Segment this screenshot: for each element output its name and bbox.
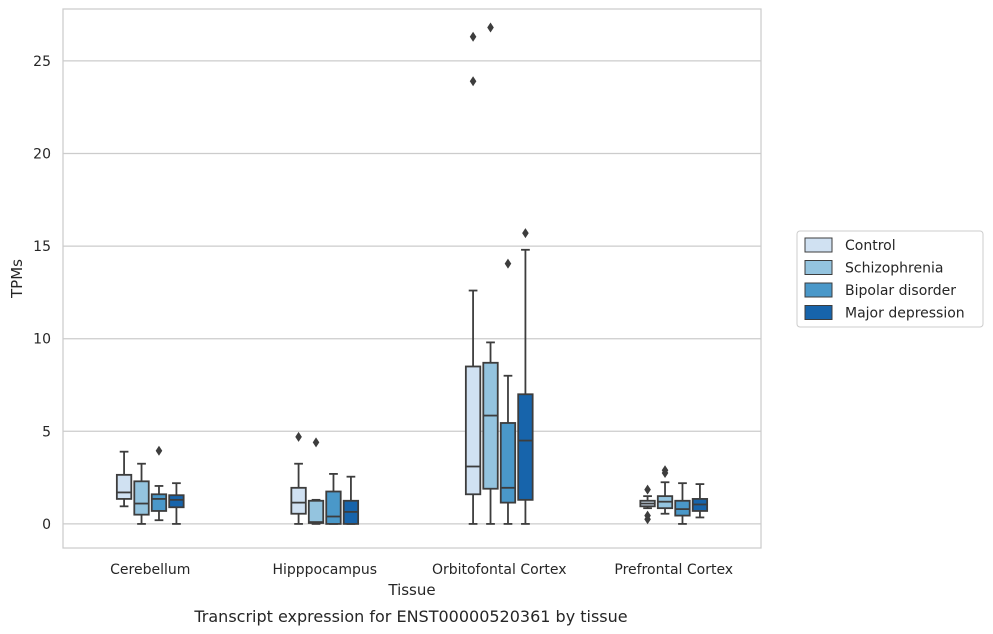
- plot-frame: [62, 8, 762, 549]
- legend: Control Schizophrenia Bipolar disorder Majo…: [796, 230, 984, 328]
- legend-label: Control: [845, 238, 896, 254]
- legend-label: Schizophrenia: [845, 261, 943, 277]
- legend-swatch: [804, 282, 833, 298]
- box-major-depression: [342, 475, 360, 525]
- y-axis-ticks: 0 5 10 15 20 25: [33, 54, 51, 533]
- outlier-point: [469, 76, 477, 87]
- y-tick-label: 25: [33, 54, 51, 70]
- iqr-box: [133, 480, 150, 516]
- box-control: [115, 450, 133, 508]
- y-axis-label: TPMs: [8, 259, 26, 299]
- outlier-point: [155, 445, 163, 456]
- boxes: [115, 22, 709, 525]
- x-axis-ticks: Cerebellum Hipppocampus Orbitofontal Corte…: [110, 562, 733, 578]
- box-major-depression: [691, 483, 709, 519]
- iqr-box: [674, 499, 691, 517]
- box-control: [290, 431, 307, 525]
- y-tick-label: 10: [33, 332, 51, 348]
- gridlines: [63, 60, 761, 525]
- outlier-point: [312, 437, 320, 448]
- legend-label: Major depression: [845, 306, 965, 322]
- x-tick-label: Hipppocampus: [272, 562, 377, 578]
- legend-label: Bipolar disorder: [845, 283, 956, 299]
- iqr-box: [499, 422, 517, 504]
- legend-swatch: [804, 237, 833, 253]
- outlier-point: [504, 258, 512, 269]
- iqr-box: [307, 499, 325, 524]
- outlier-point: [487, 22, 494, 33]
- y-tick-label: 5: [42, 424, 51, 440]
- iqr-box: [290, 486, 307, 515]
- y-tick-label: 20: [33, 146, 51, 162]
- iqr-box: [517, 393, 534, 501]
- legend-swatch: [804, 260, 833, 275]
- y-tick-label: 0: [42, 517, 51, 533]
- chart-title: Transcript expression for ENST0000052036…: [193, 607, 627, 626]
- iqr-box: [150, 493, 168, 512]
- iqr-box: [168, 494, 185, 509]
- box-schizophrenia: [482, 22, 499, 525]
- y-tick-label: 15: [33, 239, 51, 255]
- box-major-depression: [168, 482, 185, 525]
- iqr-box: [464, 365, 482, 496]
- box-bipolar-disorder: [499, 258, 517, 525]
- outlier-point: [522, 228, 529, 239]
- x-tick-label: Orbitofontal Cortex: [432, 562, 567, 578]
- box-bipolar-disorder: [674, 482, 691, 525]
- x-tick-label: Prefrontal Cortex: [614, 562, 733, 578]
- x-axis-label: Tissue: [387, 581, 435, 599]
- box-schizophrenia: [656, 465, 674, 515]
- box-schizophrenia: [307, 437, 325, 525]
- box-schizophrenia: [133, 462, 150, 525]
- outlier-point: [469, 31, 477, 42]
- box-control: [464, 31, 482, 525]
- legend-frame: [796, 230, 984, 328]
- box-bipolar-disorder: [325, 473, 342, 525]
- box-major-depression: [517, 228, 534, 525]
- outlier-point: [644, 484, 651, 495]
- legend-swatch: [804, 305, 833, 320]
- outlier-point: [644, 514, 651, 525]
- iqr-box: [482, 361, 499, 490]
- box-bipolar-disorder: [150, 445, 168, 522]
- outlier-point: [295, 431, 302, 442]
- x-tick-label: Cerebellum: [110, 562, 190, 578]
- outlier-point: [661, 465, 669, 476]
- box-control: [639, 484, 656, 525]
- iqr-box: [115, 473, 133, 500]
- iqr-box: [325, 490, 342, 525]
